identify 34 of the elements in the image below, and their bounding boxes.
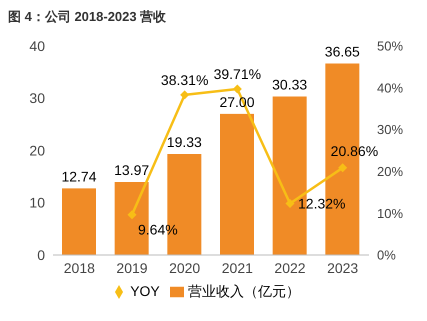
x-tick-label: 2020 <box>169 260 200 276</box>
y2-tick-label: 40% <box>377 80 404 96</box>
y-tick-label: 0 <box>37 246 46 263</box>
y2-tick-label: 20% <box>377 164 404 180</box>
data-label: 30.33 <box>272 76 308 93</box>
point <box>180 90 190 100</box>
legend-label: YOY <box>130 283 160 299</box>
x-tick-label: 2023 <box>327 260 358 276</box>
y2-tick-label: 0% <box>377 248 396 263</box>
bar <box>220 114 254 255</box>
data-label: 12.74 <box>61 168 97 184</box>
x-tick-label: 2022 <box>274 260 306 276</box>
data-label: 39.71% <box>214 66 262 82</box>
data-label: 19.33 <box>166 134 202 150</box>
y-tick-label: 40 <box>29 38 46 54</box>
chart-title: 图 4：公司 2018-2023 营收 <box>8 8 168 26</box>
y2-tick-label: 30% <box>377 122 404 138</box>
point <box>232 84 242 94</box>
bar <box>62 188 96 255</box>
y-tick-label: 20 <box>29 142 46 158</box>
y2-tick-label: 10% <box>377 206 404 221</box>
x-tick-label: 2019 <box>116 260 148 276</box>
point <box>338 163 348 172</box>
y2-tick-label: 50% <box>377 38 404 54</box>
x-tick-label: 2021 <box>222 260 254 276</box>
point <box>286 199 294 208</box>
data-label: 38.31% <box>160 72 208 88</box>
data-label: 36.65 <box>324 44 360 60</box>
y-tick-label: 30 <box>29 90 46 106</box>
x-tick-label: 2018 <box>64 260 96 276</box>
legend-label: 营业收入（亿元） <box>188 283 300 299</box>
data-label: 13.97 <box>114 162 150 178</box>
point <box>128 210 136 220</box>
y-tick-label: 10 <box>29 194 46 211</box>
